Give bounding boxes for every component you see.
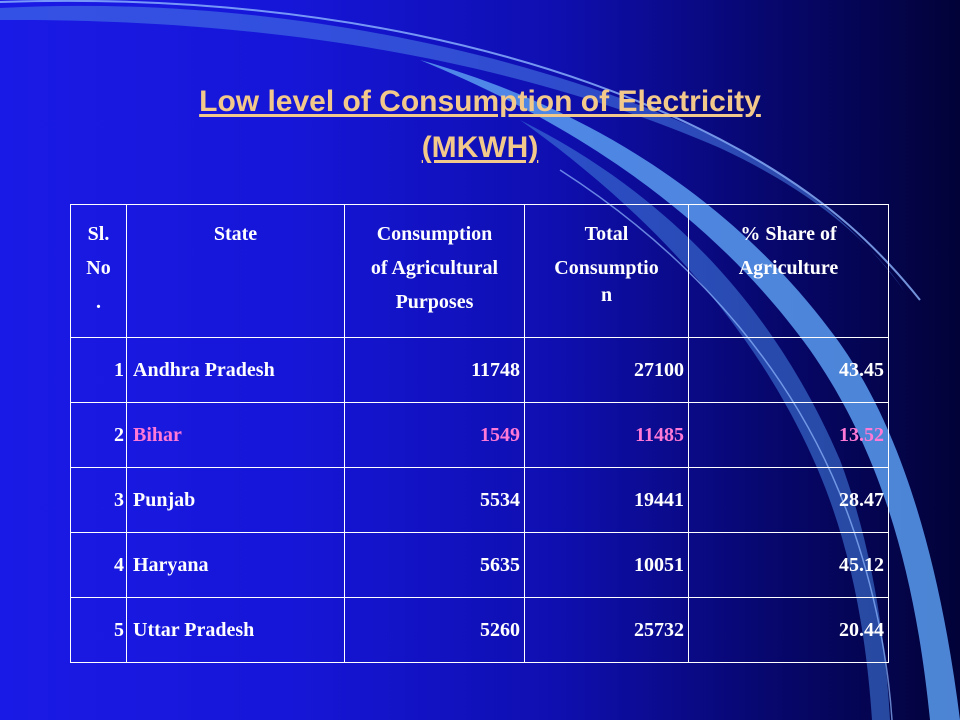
cell-total-consumption: 25732 <box>524 597 689 663</box>
table-row: 5 Uttar Pradesh 5260 25732 20.44 <box>70 597 889 663</box>
cell-state: Andhra Pradesh <box>126 337 345 403</box>
header-line: Agriculture <box>738 257 839 279</box>
cell-total-consumption: 11485 <box>524 402 689 468</box>
cell-total-consumption: 19441 <box>524 467 689 533</box>
header-line: of Agricultural <box>370 257 499 279</box>
cell-total-consumption: 27100 <box>524 337 689 403</box>
cell-sl-no: 1 <box>70 337 127 403</box>
header-line: Consumptio <box>554 257 659 279</box>
table-row: 1 Andhra Pradesh 11748 27100 43.45 <box>70 337 889 403</box>
cell-share-agriculture: 45.12 <box>688 532 889 598</box>
table-row: 2 Bihar 1549 11485 13.52 <box>70 402 889 468</box>
header-line: Consumption <box>376 223 493 245</box>
cell-state: Uttar Pradesh <box>126 597 345 663</box>
cell-state: Punjab <box>126 467 345 533</box>
cell-agri-consumption: 11748 <box>344 337 525 403</box>
cell-agri-consumption: 1549 <box>344 402 525 468</box>
table-row: 3 Punjab 5534 19441 28.47 <box>70 467 889 533</box>
slide-title-line-2: (MKWH) <box>421 131 539 164</box>
cell-agri-consumption: 5635 <box>344 532 525 598</box>
cell-agri-consumption: 5260 <box>344 597 525 663</box>
header-state: State <box>126 204 345 338</box>
table-header-row: Sl. No. State Consumption of Agricultural Pur… <box>70 204 889 338</box>
header-line: n <box>600 284 613 306</box>
header-line: Purposes <box>395 291 474 313</box>
cell-sl-no: 4 <box>70 532 127 598</box>
electricity-consumption-table: Sl. No. State Consumption of Agricultural Pur… <box>70 204 889 663</box>
cell-share-agriculture: 43.45 <box>688 337 889 403</box>
header-line: % Share of <box>740 223 837 245</box>
header-line: No <box>86 257 111 279</box>
header-share-agriculture: % Share of Agriculture <box>688 204 889 338</box>
cell-state: Bihar <box>126 402 345 468</box>
cell-share-agriculture: 13.52 <box>688 402 889 468</box>
header-line: . <box>96 291 101 313</box>
cell-sl-no: 5 <box>70 597 127 663</box>
cell-state: Haryana <box>126 532 345 598</box>
header-sl-no: Sl. No. <box>70 204 127 338</box>
cell-total-consumption: 10051 <box>524 532 689 598</box>
cell-share-agriculture: 28.47 <box>688 467 889 533</box>
header-agri-consumption: Consumption of Agricultural Purposes <box>344 204 525 338</box>
header-total-consumption: Total Consumptio n <box>524 204 689 338</box>
header-line: Total <box>584 223 629 245</box>
cell-sl-no: 2 <box>70 402 127 468</box>
header-line: Sl. <box>87 223 110 245</box>
cell-share-agriculture: 20.44 <box>688 597 889 663</box>
cell-agri-consumption: 5534 <box>344 467 525 533</box>
header-line: State <box>213 223 258 245</box>
slide-title-line-1: Low level of Consumption of Electricity <box>199 85 761 118</box>
table-row: 4 Haryana 5635 10051 45.12 <box>70 532 889 598</box>
cell-sl-no: 3 <box>70 467 127 533</box>
